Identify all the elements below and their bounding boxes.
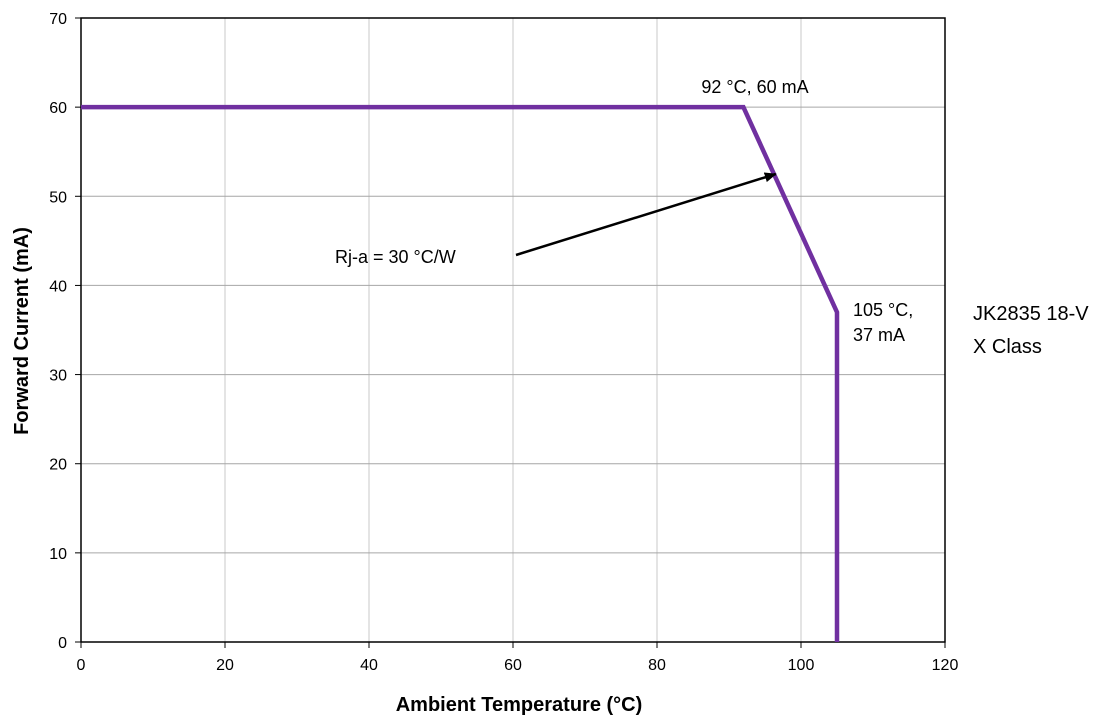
axes	[75, 17, 946, 648]
tick-labels: 0 20 40 60 80 100 120 0 10 20 30 40 50 60 70	[49, 11, 958, 674]
legend-entry-line-2: X Class	[973, 336, 1042, 358]
x-tick-label-80: 80	[648, 657, 666, 674]
legend: JK2835 18-V X Class	[973, 303, 1089, 358]
y-tick-label-20: 20	[49, 457, 67, 474]
x-tick-label-0: 0	[77, 657, 86, 674]
y-tick-label-10: 10	[49, 546, 67, 563]
y-tick-label-0: 0	[58, 635, 67, 652]
x-tick-label-20: 20	[216, 657, 234, 674]
x-tick-label-100: 100	[788, 657, 815, 674]
annotation-end-line-2: 37 mA	[853, 325, 905, 345]
y-tick-label-30: 30	[49, 368, 67, 385]
y-tick-label-60: 60	[49, 100, 67, 117]
x-axis-title: Ambient Temperature (°C)	[396, 694, 643, 716]
y-axis-title: Forward Current (mA)	[11, 227, 33, 435]
series	[81, 104, 840, 642]
series-line-0	[81, 104, 840, 642]
y-tick-label-70: 70	[49, 11, 67, 28]
annotations: 92 °C, 60 mA 105 °C, 37 mA Rj-a = 30 °C/W	[335, 77, 913, 345]
x-tick-label-60: 60	[504, 657, 522, 674]
y-tick-label-40: 40	[49, 278, 67, 295]
x-tick-label-120: 120	[932, 657, 959, 674]
annotation-knee: 92 °C, 60 mA	[701, 77, 808, 97]
annotation-slope-label: Rj-a = 30 °C/W	[335, 247, 456, 267]
annotation-slope-arrow	[515, 172, 777, 257]
x-tick-label-40: 40	[360, 657, 378, 674]
annotation-end-line-1: 105 °C,	[853, 300, 913, 320]
legend-entry-line-1: JK2835 18-V	[973, 303, 1089, 325]
y-tick-label-50: 50	[49, 189, 67, 206]
